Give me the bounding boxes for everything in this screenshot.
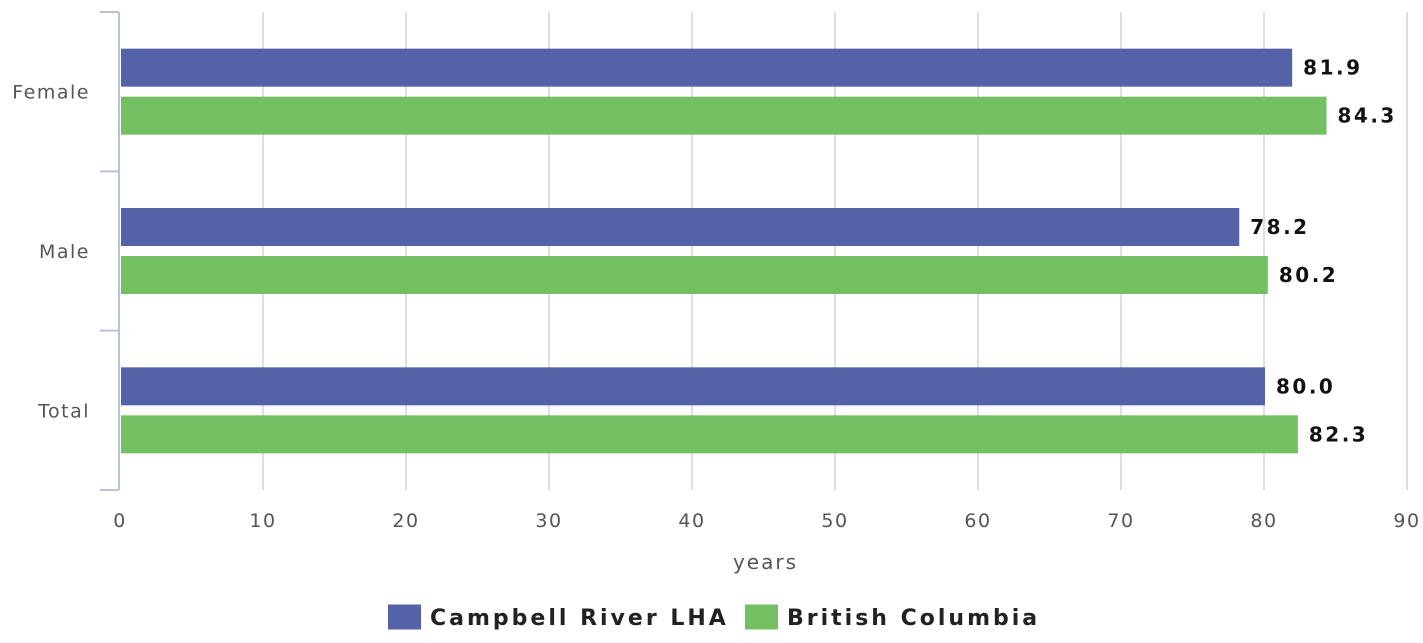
data-label: 78.2 (1250, 215, 1309, 239)
data-label: 81.9 (1303, 56, 1362, 80)
legend-label[interactable]: British Columbia (787, 606, 1040, 631)
x-tick-label: 0 (113, 510, 127, 532)
data-label: 84.3 (1337, 104, 1396, 128)
bar (121, 208, 1240, 246)
x-axis-title: years (733, 550, 798, 574)
legend: Campbell River LHA British Columbia (388, 604, 1040, 631)
grid-lines (262, 12, 1408, 490)
data-labels: 81.9 84.3 78.2 80.2 80.0 82.3 (1250, 56, 1396, 447)
category-label: Male (39, 241, 90, 263)
bars (121, 48, 1327, 454)
data-label: 80.0 (1276, 374, 1335, 398)
bar (121, 367, 1265, 406)
x-tick-label: 40 (678, 510, 705, 532)
data-label: 82.3 (1309, 422, 1368, 446)
legend-label[interactable]: Campbell River LHA (430, 606, 729, 631)
legend-swatch (388, 604, 421, 630)
x-tick-label: 70 (1107, 510, 1134, 532)
x-axis-tick-labels: 0 10 20 30 40 50 60 70 80 90 (113, 510, 1420, 532)
x-tick-label: 60 (964, 510, 991, 532)
bar (121, 96, 1327, 135)
data-label: 80.2 (1279, 263, 1338, 287)
category-label: Total (37, 400, 90, 422)
bar (121, 415, 1298, 454)
bar (121, 256, 1268, 294)
x-tick-label: 50 (821, 510, 848, 532)
legend-swatch (745, 604, 778, 630)
bar (121, 48, 1293, 87)
category-label: Female (12, 82, 90, 104)
x-tick-label: 10 (249, 510, 276, 532)
x-tick-label: 80 (1250, 510, 1277, 532)
category-labels: Female Male Total (12, 82, 90, 423)
y-axis (100, 11, 120, 491)
x-tick-label: 20 (392, 510, 419, 532)
x-tick-label: 30 (535, 510, 562, 532)
x-tick-label: 90 (1393, 510, 1420, 532)
